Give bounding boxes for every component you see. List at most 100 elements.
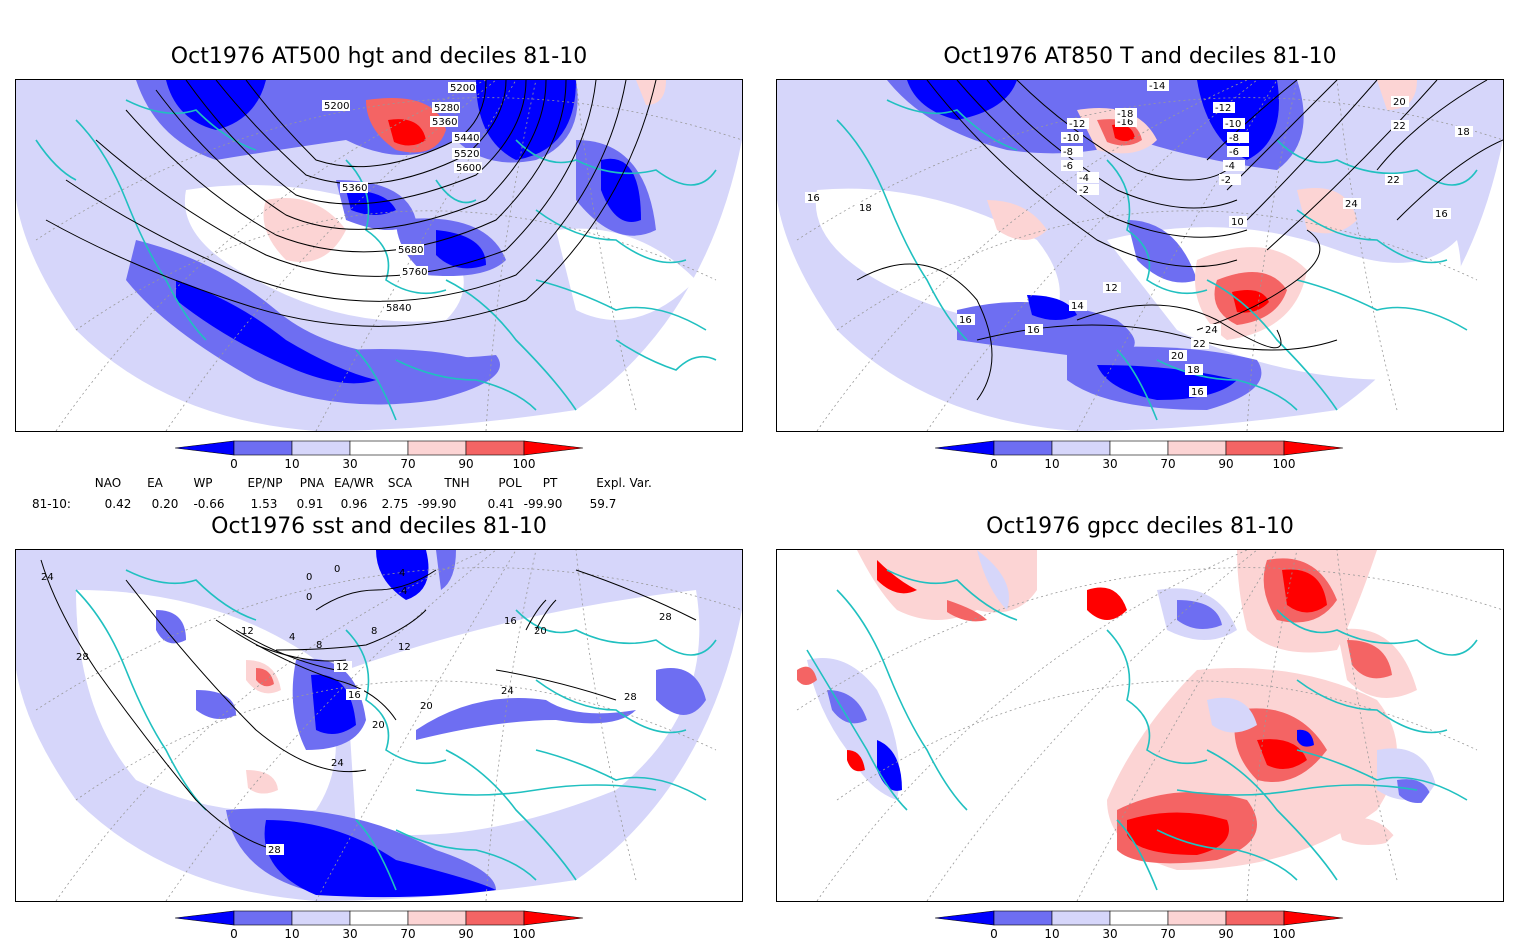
coastlines-t850 [836, 99, 1478, 421]
label-sst-28a: 28 [659, 612, 672, 623]
label-sst-24c: 24 [41, 572, 54, 583]
colorbar-box [233, 440, 293, 456]
idx-val-sca: 2.75 [381, 497, 409, 511]
shade-blue-ne-strong [476, 80, 576, 160]
colorbar-sst: 0 10 30 70 90 100 [175, 910, 595, 946]
label-sst-28c: 28 [76, 652, 89, 663]
idx-val-eawr: 0.96 [340, 497, 368, 511]
cb-label-10: 10 [1044, 457, 1060, 471]
colorbar-box [1225, 440, 1285, 456]
label-sst-20a: 20 [372, 720, 385, 731]
label-sst-4a: 4 [399, 568, 405, 579]
label-t-m2b: -2 [1221, 175, 1231, 186]
colorbar-box [993, 440, 1053, 456]
label-t-20: 20 [1393, 97, 1406, 108]
label-t-22b: 22 [1387, 175, 1400, 186]
colorbar-box [1051, 440, 1111, 456]
idx-val-explvar: 59.7 [589, 497, 617, 511]
idx-val-tnh: -99.90 [417, 497, 457, 511]
idx-head-nao: NAO [94, 476, 122, 490]
label-t-m8: -8 [1063, 147, 1073, 158]
shade-blue-strong [176, 280, 376, 384]
label-hgt-5360b: 5360 [342, 183, 367, 194]
label-t-m18: -18 [1117, 109, 1133, 120]
idx-val-pt: -99.90 [523, 497, 563, 511]
cb-label-10: 10 [284, 927, 300, 941]
cb-label-10: 10 [284, 457, 300, 471]
idx-val-epnp: 1.53 [250, 497, 278, 511]
label-t-m12b: -12 [1215, 103, 1231, 114]
colorbar-z500: 0 10 30 70 90 100 [175, 440, 595, 476]
colorbar-gpcc-ramp [935, 910, 1344, 926]
idx-head-eawr: EA/WR [333, 476, 375, 490]
cb-label-0: 0 [990, 457, 998, 471]
cb-label-100: 100 [1272, 927, 1296, 941]
label-hgt-5280: 5280 [434, 103, 459, 114]
label-hgt-5200a: 5200 [450, 83, 475, 94]
shade-pink-ne [636, 80, 666, 105]
colorbar-box [465, 440, 525, 456]
outside-hemisphere-right [436, 140, 742, 431]
idx-head-sca: SCA [387, 476, 413, 490]
idx-head-explvar: Expl. Var. [596, 476, 652, 490]
idx-val-ea: 0.20 [151, 497, 179, 511]
idx-row-label: 81-10: [32, 497, 71, 511]
panel-title-sst: Oct1976 sst and deciles 81-10 [211, 514, 547, 539]
colorbar-box [349, 440, 409, 456]
label-sst-8a: 8 [371, 626, 377, 637]
shade-white-2 [556, 228, 696, 320]
index-value-row: 81-10: 0.42 0.20 -0.66 1.53 0.91 0.96 2.… [0, 497, 760, 513]
cb-label-100: 100 [512, 457, 536, 471]
label-sst-8b: 8 [316, 640, 322, 651]
idx-head-pt: PT [542, 476, 558, 490]
colorbar-box [233, 910, 293, 926]
hgt-contours [45, 80, 657, 327]
label-sst-20b: 20 [420, 701, 433, 712]
label-t-m14: -14 [1149, 81, 1165, 92]
colorbar-box [993, 910, 1053, 926]
panel-title-gpcc: Oct1976 gpcc deciles 81-10 [986, 514, 1294, 539]
colorbar-max-arrow [523, 440, 584, 456]
label-t-m8b: -8 [1229, 133, 1239, 144]
label-t-m4b: -4 [1225, 161, 1235, 172]
panel-title-t850: Oct1976 AT850 T and deciles 81-10 [943, 44, 1337, 69]
label-t-16b: 16 [1435, 209, 1448, 220]
label-t-m10b: -10 [1225, 119, 1241, 130]
label-hgt-5440: 5440 [454, 133, 479, 144]
cb-label-90: 90 [458, 927, 474, 941]
colorbar-box [465, 910, 525, 926]
label-t-24b: 24 [1205, 325, 1218, 336]
label-hgt-5600: 5600 [456, 163, 481, 174]
label-t-10: 10 [1231, 217, 1244, 228]
label-t-m6: -6 [1063, 161, 1073, 172]
label-sst-16: 16 [348, 690, 361, 701]
map-gpcc [776, 549, 1504, 902]
label-sst-12c: 12 [241, 626, 254, 637]
label-t-22c: 22 [1193, 339, 1206, 350]
idx-head-wp: WP [193, 476, 213, 490]
label-t-14: 14 [1071, 301, 1084, 312]
label-t-16d: 16 [959, 315, 972, 326]
label-t-20b: 20 [1171, 351, 1184, 362]
cb-label-30: 30 [342, 457, 358, 471]
colorbar-min-arrow [175, 440, 235, 456]
shade-blue-center-strong [346, 190, 396, 215]
label-sst-0a: 0 [306, 572, 312, 583]
cb-label-0: 0 [990, 927, 998, 941]
idx-val-pna: 0.91 [296, 497, 324, 511]
shade-blue-east-strong [601, 158, 641, 222]
cb-label-0: 0 [230, 457, 238, 471]
colorbar-box [291, 440, 351, 456]
colorbar-t850: 0 10 30 70 90 100 [935, 440, 1355, 476]
cb-label-90: 90 [1218, 457, 1234, 471]
label-sst-20c: 20 [534, 626, 547, 637]
label-t-m2: -2 [1079, 185, 1089, 196]
colorbar-box [1051, 910, 1111, 926]
label-t-m10: -10 [1063, 133, 1079, 144]
cb-label-0: 0 [230, 927, 238, 941]
cb-label-70: 70 [400, 457, 416, 471]
label-sst-16b: 16 [504, 616, 517, 627]
label-t-16c: 16 [1027, 325, 1040, 336]
colorbar-box [407, 910, 467, 926]
label-sst-12b: 12 [336, 662, 349, 673]
